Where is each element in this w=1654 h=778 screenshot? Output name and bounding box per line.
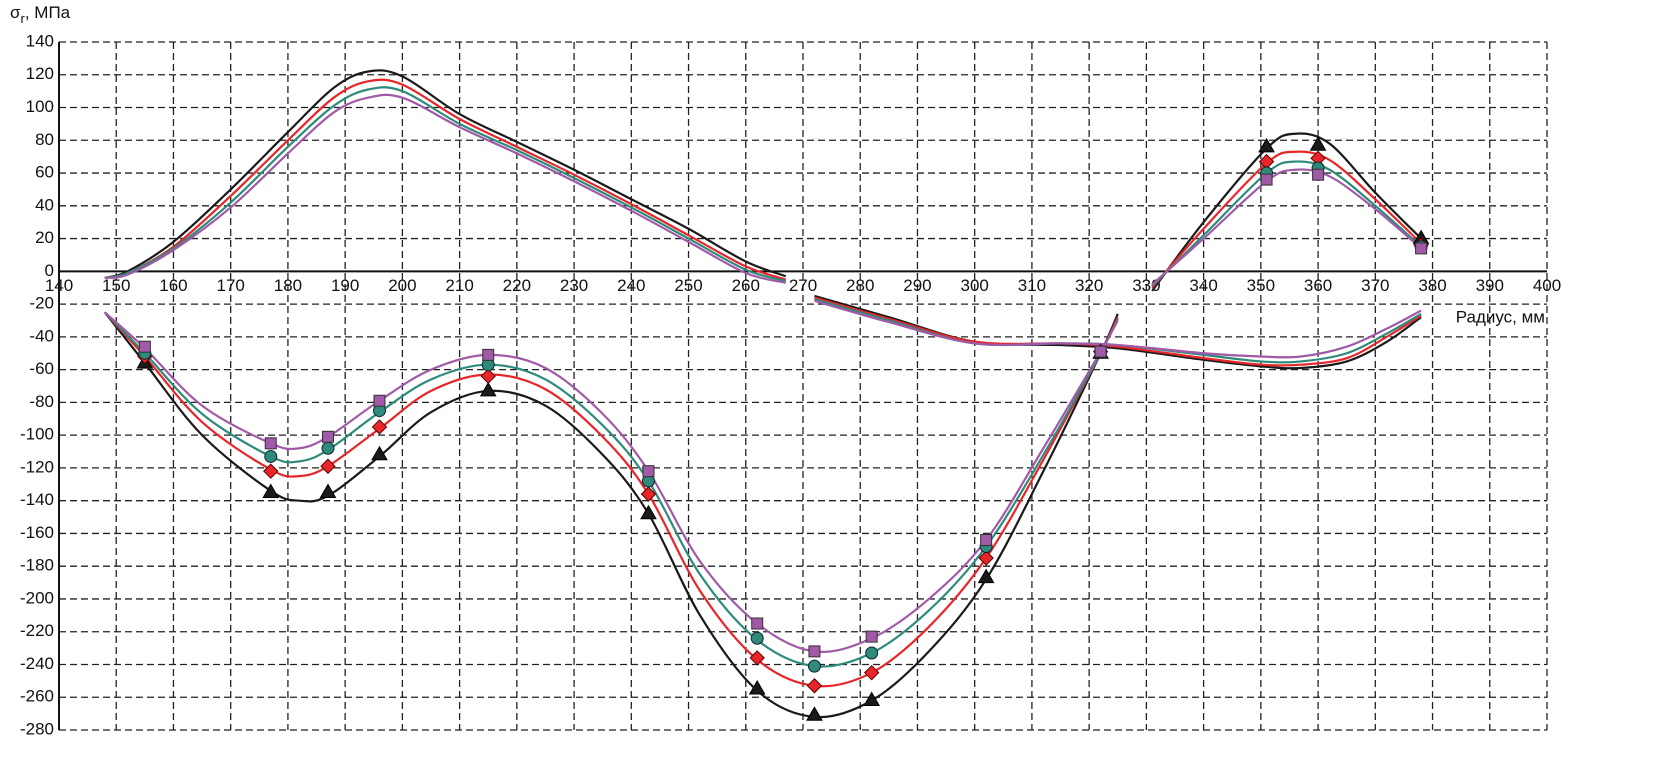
x-tick-label: 180 (274, 276, 302, 295)
data-point (480, 368, 496, 384)
data-point (482, 348, 495, 361)
data-point (371, 419, 388, 435)
x-tick-label: 340 (1189, 276, 1217, 295)
y-tick-label: -260 (20, 687, 54, 706)
y-tick-label: -80 (29, 392, 54, 411)
y-tick-label: -100 (20, 425, 54, 444)
data-point (640, 504, 657, 520)
x-tick-label: 290 (903, 276, 931, 295)
data-point (263, 463, 279, 479)
data-point (264, 449, 278, 463)
data-point (865, 630, 878, 643)
x-tick-label: 240 (617, 276, 645, 295)
data-point (321, 441, 335, 455)
data-point (980, 533, 993, 546)
y-tick-label: 140 (26, 31, 54, 50)
data-point (642, 465, 655, 478)
x-tick-label: 390 (1476, 276, 1504, 295)
x-tick-label: 220 (503, 276, 531, 295)
data-point (1258, 137, 1275, 153)
x-tick-label: 210 (445, 276, 473, 295)
y-tick-label: 20 (35, 228, 54, 247)
data-point (262, 483, 280, 498)
data-point (808, 645, 821, 658)
data-point (977, 568, 995, 584)
data-point (640, 486, 657, 502)
x-tick-label: 150 (102, 276, 130, 295)
y-tick-label: 60 (35, 163, 54, 182)
x-tick-label: 160 (159, 276, 187, 295)
y-tick-label: -200 (20, 588, 54, 607)
y-tick-label: 40 (35, 195, 54, 214)
data-point (264, 437, 277, 450)
y-axis-label: σr, МПа (10, 3, 71, 26)
data-point (1260, 173, 1273, 186)
x-axis-label: Радиус, мм (1456, 307, 1545, 326)
x-tick-label: 170 (217, 276, 245, 295)
data-point (863, 691, 881, 707)
series-line (103, 86, 1422, 668)
series-line (103, 78, 1422, 688)
series-line (104, 93, 1422, 653)
x-tick-label: 400 (1533, 276, 1561, 295)
y-tick-label: -60 (29, 359, 54, 378)
x-tick-label: 370 (1361, 276, 1389, 295)
data-point (479, 381, 497, 397)
data-point (1309, 136, 1327, 151)
y-tick-label: -280 (20, 719, 54, 738)
x-tick-label: 300 (961, 276, 989, 295)
y-tick-label: 0 (45, 261, 54, 280)
x-tick-label: 280 (846, 276, 874, 295)
y-tick-label: -180 (20, 556, 54, 575)
data-point (806, 706, 823, 721)
y-tick-label: -160 (20, 523, 54, 542)
data-point (321, 430, 334, 443)
x-tick-label: 310 (1018, 276, 1046, 295)
data-point (320, 458, 336, 474)
y-tick-label: 120 (26, 64, 54, 83)
y-label-unit: , МПа (25, 3, 71, 22)
data-point (863, 664, 880, 681)
y-tick-label: -140 (20, 490, 54, 509)
y-tick-label: -120 (20, 457, 54, 476)
y-label-symbol: σ (10, 3, 21, 22)
x-tick-label: 320 (1075, 276, 1103, 295)
y-tick-label: -40 (29, 326, 54, 345)
y-tick-label: -220 (20, 621, 54, 640)
x-tick-label: 380 (1418, 276, 1446, 295)
data-point (1094, 345, 1107, 358)
x-tick-label: 250 (674, 276, 702, 295)
data-point (751, 617, 764, 630)
y-tick-label: -20 (29, 294, 54, 313)
data-point (748, 680, 766, 695)
x-tick-label: 190 (331, 276, 359, 295)
data-point (1415, 242, 1428, 255)
x-tick-label: 230 (560, 276, 588, 295)
x-tick-label: 270 (789, 276, 817, 295)
data-point (865, 646, 879, 660)
data-point (749, 650, 765, 666)
x-tick-label: 260 (732, 276, 760, 295)
x-tick-label: 200 (388, 276, 416, 295)
x-tick-label: 360 (1304, 276, 1332, 295)
data-point (371, 445, 388, 461)
data-point (1312, 168, 1325, 181)
y-tick-label: 100 (26, 97, 54, 116)
y-tick-label: 80 (35, 130, 54, 149)
data-point (806, 678, 823, 694)
data-point (807, 659, 821, 673)
data-point (319, 483, 337, 498)
data-point (750, 631, 764, 645)
y-label-subscript: r (21, 11, 26, 26)
x-tick-label: 350 (1247, 276, 1275, 295)
data-point (978, 550, 994, 566)
data-point (138, 340, 151, 353)
data-point (373, 394, 386, 407)
series-line (103, 69, 1422, 719)
y-tick-label: -240 (20, 654, 54, 673)
